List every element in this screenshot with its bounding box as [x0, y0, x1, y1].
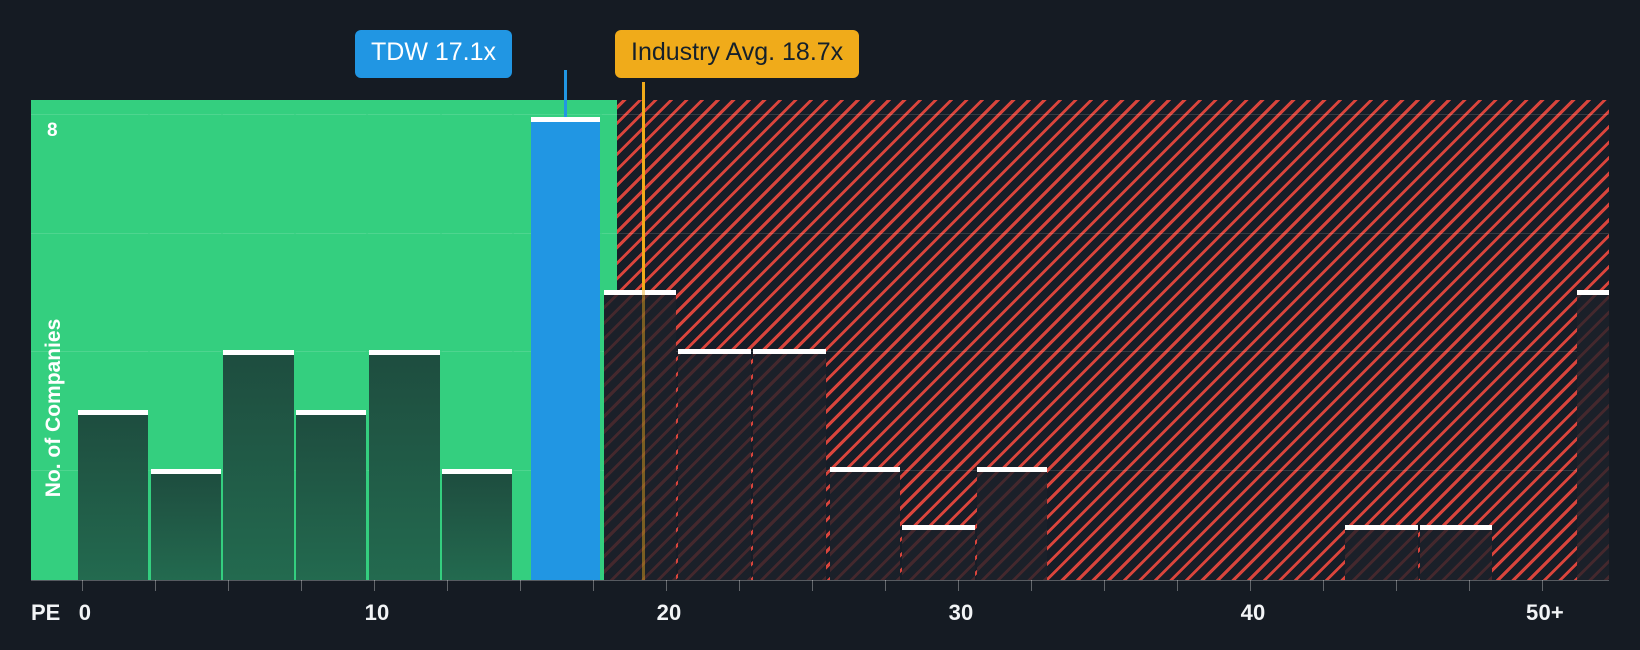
x-axis-label-0: 0 — [78, 600, 92, 625]
tdw-callout-stem — [564, 70, 567, 117]
bar-separator — [512, 100, 514, 580]
industry-average-callout-label: Industry Avg. 18.7x — [631, 38, 844, 66]
x-axis-tick — [82, 580, 83, 591]
bar-6-8 — [296, 410, 366, 580]
x-axis-tick — [1469, 580, 1470, 591]
bar-4-6 — [223, 350, 294, 580]
tdw-callout[interactable]: TDW 17.1x — [355, 30, 513, 78]
bar-separator — [440, 100, 442, 580]
x-axis-label-30: 30 — [948, 600, 974, 625]
x-axis-tick — [958, 580, 959, 591]
y-axis-max-label: 8 — [47, 120, 58, 141]
industry-average-line-lower — [642, 290, 645, 580]
x-axis-label-40: 40 — [1240, 600, 1266, 625]
x-axis-tick — [374, 580, 375, 591]
bar-tdw-highlight — [531, 117, 600, 580]
x-axis-line — [31, 580, 1609, 581]
bar-20-22 — [753, 349, 826, 580]
bar-46-48 — [1420, 525, 1492, 580]
bar-16-18 — [604, 290, 676, 580]
x-axis-label-50p: 50+ — [1526, 600, 1564, 625]
bar-separator — [294, 100, 296, 580]
bar-26-28 — [977, 467, 1047, 580]
x-axis-tick — [155, 580, 156, 591]
x-axis-label-20: 20 — [656, 600, 682, 625]
x-axis-tick — [666, 580, 667, 591]
x-axis-label-10: 10 — [364, 600, 390, 625]
x-axis-tick — [228, 580, 229, 591]
bar-separator — [600, 100, 602, 580]
x-axis-tick — [812, 580, 813, 591]
x-axis-tick — [1250, 580, 1251, 591]
x-axis-tick — [1104, 580, 1105, 591]
bar-22-24 — [830, 467, 900, 580]
bar-8-10 — [369, 350, 440, 580]
bar-2-4 — [151, 469, 221, 580]
x-axis-title: PE — [31, 600, 61, 625]
region-overvalued-band — [617, 100, 1609, 580]
x-axis-tick — [593, 580, 594, 591]
bar-separator — [366, 100, 368, 580]
bar-separator — [148, 100, 150, 580]
bar-10-12 — [442, 469, 512, 580]
x-axis-tick — [1031, 580, 1032, 591]
bar-24-26 — [902, 525, 975, 580]
x-axis-tick — [1396, 580, 1397, 591]
tdw-callout-label: TDW 17.1x — [371, 38, 497, 66]
bar-50-plus — [1577, 290, 1609, 580]
y-axis-title: No. of Companies — [42, 318, 65, 498]
industry-average-callout[interactable]: Industry Avg. 18.7x — [615, 30, 860, 78]
x-axis-tick — [885, 580, 886, 591]
bar-0-2 — [78, 410, 148, 580]
x-axis-tick — [1323, 580, 1324, 591]
x-axis-tick — [1542, 580, 1543, 591]
x-axis-tick — [447, 580, 448, 591]
x-axis-tick — [301, 580, 302, 591]
bar-18-20 — [678, 349, 751, 580]
plot-clip — [31, 100, 1609, 580]
x-axis-tick — [739, 580, 740, 591]
plot-area — [31, 70, 1609, 580]
x-axis-tick — [1177, 580, 1178, 591]
x-axis-tick — [520, 580, 521, 591]
bar-44-46 — [1345, 525, 1418, 580]
bar-separator — [221, 100, 223, 580]
industry-average-line — [642, 82, 645, 290]
